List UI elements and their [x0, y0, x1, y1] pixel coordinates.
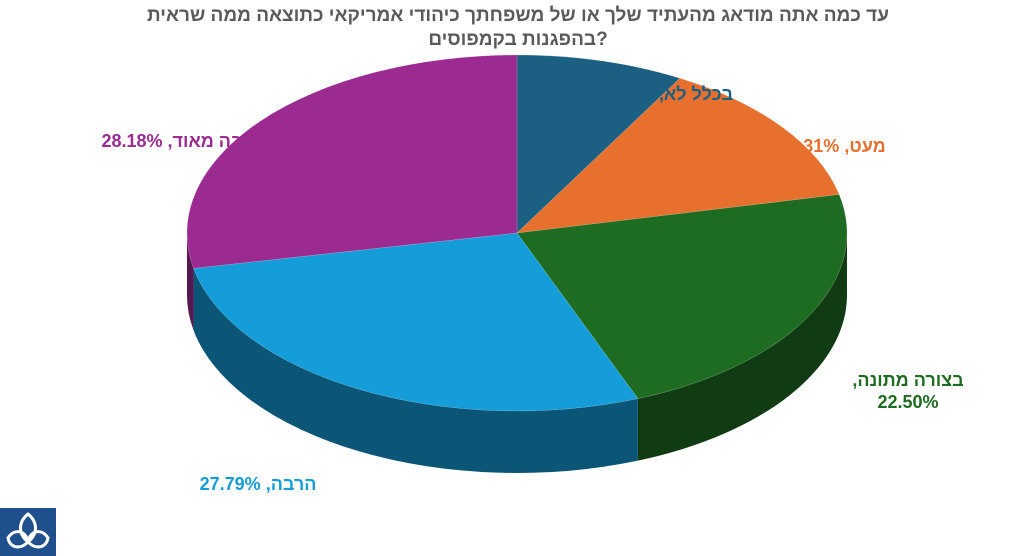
pie-side-4 [187, 233, 194, 331]
pie-label-4: הרבה מאוד, 28.18% [101, 131, 264, 151]
pie-slice-1 [516, 77, 840, 234]
pie-label-3: הרבה, 27.79% [200, 474, 317, 494]
pie-side-3 [193, 268, 638, 473]
trefoil-logo-icon [0, 508, 56, 556]
pie-label-0: בכלל לא, 8.22% [603, 84, 733, 104]
pie-label-2: בצורה מתונה, 22.50% [852, 370, 963, 412]
pie-slice-4 [186, 54, 518, 269]
pie-slice-0 [516, 54, 681, 234]
chart-title-line-2: בהפגנות בקמפוסים? [428, 29, 608, 50]
chart-title-line-1: עד כמה אתה מודאג מהעתיד שלך או של משפחתך… [147, 5, 889, 26]
pie-slices [186, 54, 848, 412]
pie-slice-3 [193, 232, 639, 412]
pie-label-1: מעט, 13.31% [778, 136, 885, 156]
pie-side-2 [637, 233, 847, 461]
pie-labels: בכלל לא, 8.22% מעט, 13.31% בצורה מתונה, 22.… [101, 84, 963, 494]
pie-slice-2 [516, 194, 848, 399]
pie-sides [187, 233, 847, 473]
chart-title: עד כמה אתה מודאג מהעתיד שלך או של משפחתך… [0, 4, 1036, 52]
